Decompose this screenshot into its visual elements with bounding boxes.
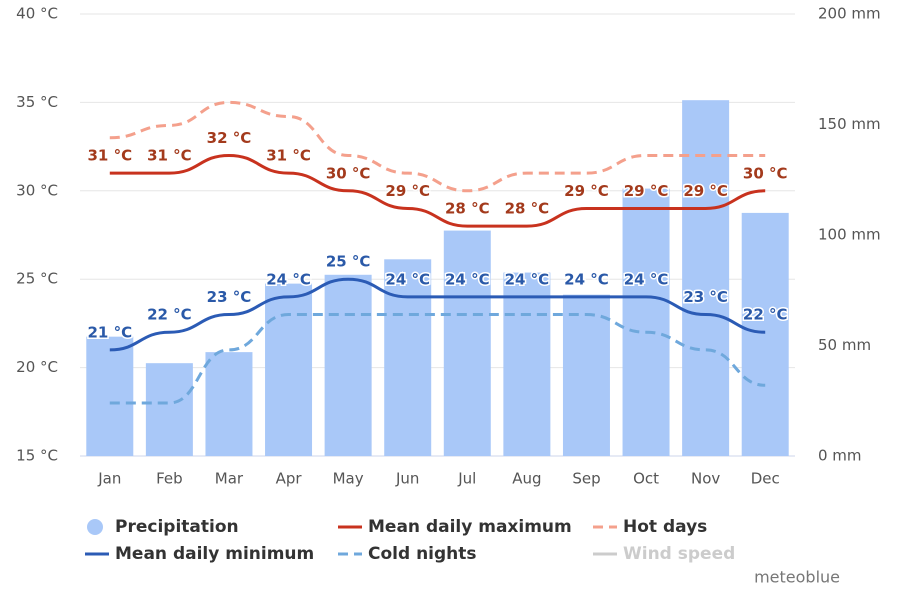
data-label: 22 °C [147,306,192,324]
y2-tick-label: 200 mm [818,5,881,23]
x-tick-label: Sep [572,470,600,488]
bar [443,230,491,456]
x-tick-label: Mar [215,470,244,488]
bar [741,212,789,456]
y-tick-label: 25 °C [16,270,58,288]
legend-symbol [87,519,103,535]
data-label: 30 °C [326,164,371,182]
legend-label: Mean daily minimum [115,544,314,564]
y2-tick-label: 0 mm [818,447,862,465]
bar [205,352,253,456]
data-label: 29 °C [564,182,609,200]
data-label: 32 °C [207,129,252,147]
x-tick-label: Oct [633,470,659,488]
legend-label: Hot days [623,517,707,537]
data-label: 24 °C [505,270,550,288]
data-label: 31 °C [266,147,311,165]
bar [682,100,730,456]
y-tick-label: 20 °C [16,358,58,376]
y-tick-label: 35 °C [16,93,58,111]
data-label: 24 °C [624,270,669,288]
data-label: 31 °C [147,147,192,165]
line [109,153,766,228]
y-tick-label: 30 °C [16,181,58,199]
bar [86,336,134,456]
x-tick-label: Dec [751,470,780,488]
x-tick-label: Aug [512,470,541,488]
x-tick-label: Jul [457,470,476,488]
bar [265,283,313,456]
data-label: 29 °C [385,182,430,200]
legend-label: Mean daily maximum [368,517,572,537]
credit: meteoblue [754,568,840,587]
data-label: 22 °C [743,306,788,324]
bar [562,294,610,456]
data-label: 24 °C [266,270,311,288]
data-label: 31 °C [87,147,132,165]
y-tick-label: 40 °C [16,5,58,23]
bar [324,274,372,456]
data-label: 21 °C [87,323,132,341]
data-label: 24 °C [385,270,430,288]
y2-tick-label: 150 mm [818,115,881,133]
x-tick-label: Jun [395,470,419,488]
y2-tick-label: 50 mm [818,336,871,354]
data-label: 23 °C [683,288,728,306]
x-tick-label: Jan [97,470,121,488]
x-tick-label: May [333,470,364,488]
x-tick-label: Feb [156,470,183,488]
bar [503,272,551,456]
legend-label: Precipitation [115,517,239,537]
bar [145,363,193,456]
data-label: 28 °C [505,200,550,218]
data-label: 29 °C [683,182,728,200]
data-label: 23 °C [207,288,252,306]
bar [622,188,670,456]
x-tick-label: Nov [691,470,720,488]
data-label: 30 °C [743,164,788,182]
bar [384,259,432,456]
legend-label: Wind speed [623,544,735,564]
data-label: 24 °C [564,270,609,288]
line [109,277,766,352]
x-tick-label: Apr [276,470,303,488]
y2-tick-label: 100 mm [818,226,881,244]
y-tick-label: 15 °C [16,447,58,465]
line [109,313,766,405]
data-label: 25 °C [326,253,371,271]
data-label: 28 °C [445,200,490,218]
data-label: 24 °C [445,270,490,288]
legend-label: Cold nights [368,544,477,564]
data-label: 29 °C [624,182,669,200]
line [109,100,766,193]
